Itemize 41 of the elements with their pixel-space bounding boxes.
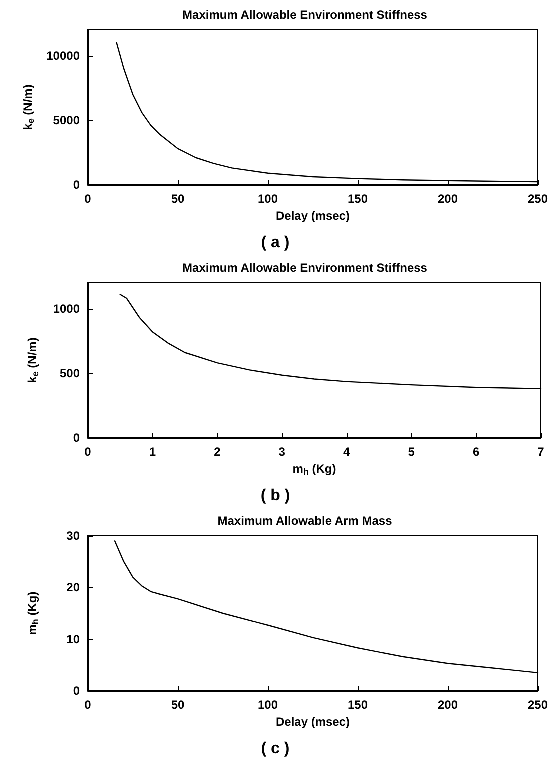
x-tick-label: 7: [538, 445, 545, 459]
x-tick-label: 100: [258, 192, 278, 206]
x-axis-title: Delay (msec): [276, 208, 350, 223]
y-tick-label: 20: [66, 580, 80, 595]
y-axis-title: ke (N/m): [21, 84, 36, 130]
y-tick-label: 30: [66, 529, 80, 543]
x-tick-label: 3: [278, 445, 286, 459]
x-tick-label: 100: [258, 698, 278, 712]
y-tick-label: 0: [73, 431, 80, 445]
y-tick-label: 0: [73, 178, 80, 192]
x-tick-label: 50: [171, 698, 185, 712]
x-tick-label: 2: [214, 445, 222, 459]
y-tick-label: 1000: [53, 302, 80, 316]
y-tick-label: 500: [60, 366, 80, 380]
y-axis-title: ke (N/m): [26, 338, 40, 384]
x-tick-label: 200: [438, 192, 458, 206]
x-tick-label: 50: [171, 192, 185, 206]
y-tick-label: 5000: [53, 113, 80, 128]
text: ( b ): [260, 488, 290, 504]
x-tick-label: 0: [84, 192, 92, 206]
x-tick-label: 150: [348, 698, 368, 712]
text: ( a ): [261, 234, 290, 252]
x-tick-label: 250: [528, 698, 548, 712]
x-tick-label: 5: [408, 445, 416, 459]
x-tick-label: 4: [344, 445, 351, 459]
x-tick-label: 0: [84, 698, 92, 712]
x-tick-label: 150: [348, 192, 368, 206]
x-tick-label: 1: [149, 445, 156, 459]
x-tick-label: 200: [438, 698, 458, 712]
y-tick-label: 10000: [46, 48, 80, 63]
y-tick-label: 0: [73, 684, 80, 698]
y-axis-title: mh (Kg): [26, 592, 40, 636]
x-axis-title: Delay (msec): [276, 714, 350, 729]
chart-title: Maximum Allowable Arm Mass: [218, 514, 393, 528]
x-tick-label: 250: [528, 192, 548, 206]
text: ( c ): [261, 740, 290, 758]
y-tick-label: 10: [66, 632, 80, 646]
x-tick-label: 0: [84, 445, 92, 459]
x-tick-label: 6: [472, 445, 480, 459]
chart-title: Maximum Allowable Environment Stiffness: [182, 261, 428, 275]
chart-title: Maximum Allowable Environment Stiffness: [182, 8, 428, 22]
